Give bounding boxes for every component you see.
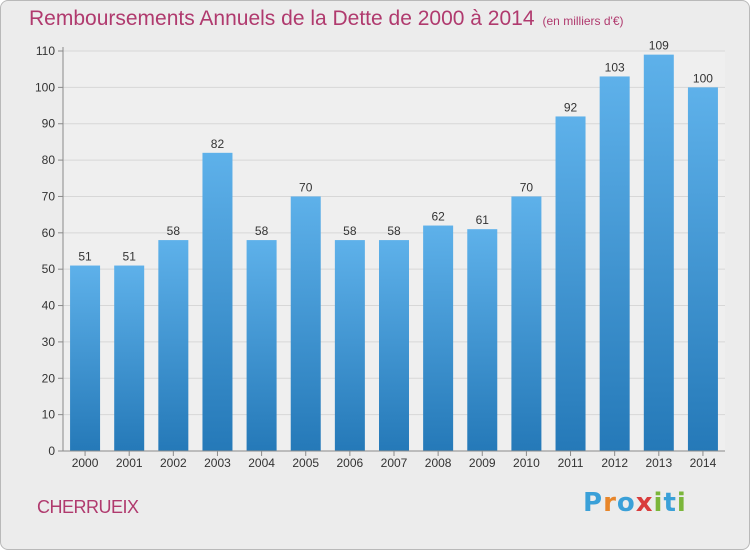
bar-2014 bbox=[687, 87, 718, 451]
x-tick-label: 2008 bbox=[425, 456, 452, 470]
y-tick-label: 60 bbox=[42, 226, 56, 240]
y-tick-label: 20 bbox=[42, 371, 56, 385]
proxiti-logo: Proxiti bbox=[583, 488, 687, 518]
bar-value-label: 58 bbox=[343, 224, 357, 238]
bar-2004 bbox=[246, 240, 277, 451]
bar-value-label: 100 bbox=[693, 71, 713, 85]
bar-value-label: 58 bbox=[255, 224, 269, 238]
bar-2010 bbox=[511, 196, 542, 451]
y-tick-label: 40 bbox=[42, 299, 56, 313]
y-tick-label: 0 bbox=[48, 444, 55, 458]
chart-title: Remboursements Annuels de la Dette de 20… bbox=[29, 7, 624, 31]
bar-2001 bbox=[114, 265, 145, 451]
bar-value-label: 82 bbox=[211, 137, 225, 151]
bar-2011 bbox=[555, 116, 586, 452]
bar-2003 bbox=[202, 152, 233, 451]
bar-2013 bbox=[643, 54, 674, 452]
commune-name: CHERRUEIX bbox=[37, 497, 139, 517]
bar-value-label: 58 bbox=[167, 224, 181, 238]
bar-2012 bbox=[599, 76, 630, 452]
x-tick-label: 2004 bbox=[248, 456, 275, 470]
x-tick-label: 2013 bbox=[645, 456, 672, 470]
x-tick-label: 2010 bbox=[513, 456, 540, 470]
x-tick-label: 2009 bbox=[469, 456, 496, 470]
bar-2006 bbox=[334, 240, 365, 451]
y-tick-label: 90 bbox=[42, 117, 56, 131]
x-tick-label: 2014 bbox=[690, 456, 717, 470]
x-tick-label: 2001 bbox=[116, 456, 143, 470]
y-tick-label: 110 bbox=[36, 44, 55, 58]
bar-2005 bbox=[290, 196, 321, 451]
bar-value-label: 62 bbox=[431, 210, 445, 224]
x-tick-label: 2000 bbox=[72, 456, 99, 470]
logo-letter: o bbox=[616, 488, 636, 518]
bar-value-label: 70 bbox=[520, 180, 534, 194]
logo-letter: P bbox=[583, 488, 604, 518]
x-tick-label: 2007 bbox=[381, 456, 408, 470]
y-tick-label: 100 bbox=[35, 80, 55, 94]
bar-2002 bbox=[158, 240, 189, 451]
x-tick-label: 2002 bbox=[160, 456, 187, 470]
bar-value-label: 92 bbox=[564, 100, 578, 114]
x-tick-label: 2011 bbox=[558, 456, 584, 470]
logo-letter: i bbox=[676, 488, 687, 518]
bar-value-label: 103 bbox=[605, 60, 625, 74]
bars-group: 51 51 58 82 58 70 58 58 62 61 70 92 103 109 100 bbox=[70, 39, 718, 452]
y-tick-label: 10 bbox=[42, 408, 56, 422]
bar-value-label: 109 bbox=[649, 39, 669, 53]
bar-2008 bbox=[423, 225, 454, 451]
bar-value-label: 51 bbox=[78, 250, 92, 264]
bar-2007 bbox=[379, 240, 409, 451]
bar-2009 bbox=[467, 229, 498, 451]
x-tick-label: 2006 bbox=[337, 456, 364, 470]
x-tick-label: 2012 bbox=[601, 456, 628, 470]
chart-title-text: Remboursements Annuels de la Dette de 20… bbox=[29, 7, 535, 30]
bar-value-label: 51 bbox=[123, 250, 137, 264]
y-tick-label: 30 bbox=[42, 335, 56, 349]
logo-letter: t bbox=[663, 488, 677, 518]
x-tick-label: 2003 bbox=[204, 456, 231, 470]
bar-value-label: 70 bbox=[299, 180, 313, 194]
x-tick-label: 2005 bbox=[292, 456, 319, 470]
logo-letter: x bbox=[635, 488, 654, 518]
y-tick-label: 70 bbox=[42, 189, 56, 203]
y-tick-label: 80 bbox=[42, 153, 56, 167]
bar-value-label: 58 bbox=[387, 224, 401, 238]
bar-value-label: 61 bbox=[476, 213, 490, 227]
logo-letter: r bbox=[603, 488, 617, 518]
bar-2000 bbox=[70, 265, 101, 451]
logo-letter: i bbox=[653, 488, 664, 518]
chart-subtitle: (en milliers d'€) bbox=[542, 14, 624, 28]
axes-group: 0 10 20 30 40 50 60 70 80 90 100 110 2000 2001 2002 200… bbox=[35, 44, 725, 470]
y-tick-label: 50 bbox=[42, 262, 56, 276]
